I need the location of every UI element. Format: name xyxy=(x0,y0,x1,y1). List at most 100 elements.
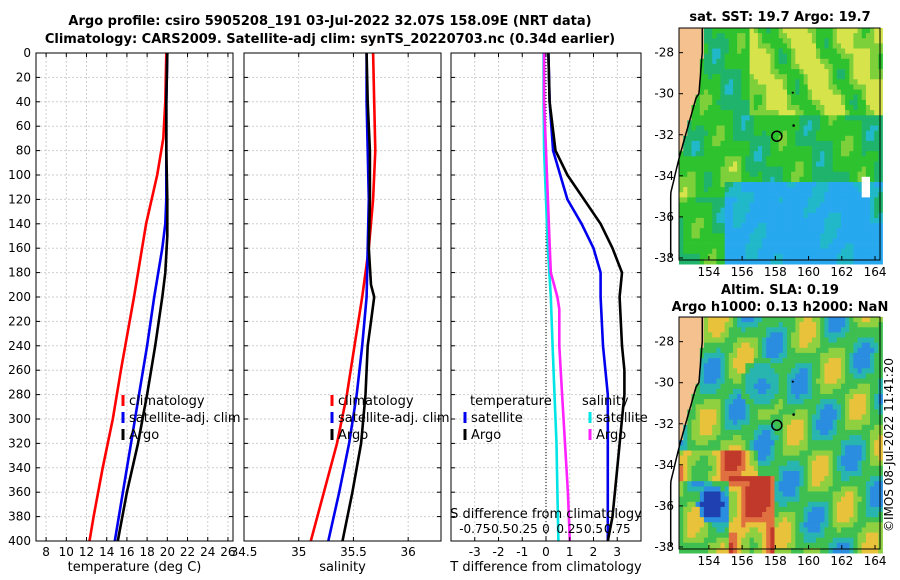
map-cell xyxy=(770,125,775,131)
map-cell xyxy=(803,140,809,147)
map-cell xyxy=(870,140,875,147)
map-cell xyxy=(728,337,734,343)
map-cell xyxy=(878,450,883,456)
map-cell xyxy=(811,156,817,162)
map-cell xyxy=(679,253,684,260)
map-cell xyxy=(762,176,767,183)
map-cell xyxy=(679,322,684,328)
map-cell xyxy=(724,440,730,446)
map-cell xyxy=(687,527,692,533)
map-cell xyxy=(753,238,759,244)
map-cell xyxy=(878,58,883,65)
map-cell xyxy=(803,327,809,333)
map-cell xyxy=(741,33,746,39)
map-cell xyxy=(878,419,883,426)
map-cell xyxy=(753,38,759,44)
map-cell xyxy=(716,135,721,142)
map-cell xyxy=(849,373,854,379)
map-cell xyxy=(824,358,829,364)
map-cell xyxy=(766,120,771,126)
map-cell xyxy=(799,223,804,229)
map-cell xyxy=(824,259,829,265)
map-cell xyxy=(857,532,863,539)
map-cell xyxy=(720,171,726,178)
map-cell xyxy=(745,146,750,152)
map-cell xyxy=(828,207,834,214)
map-cell xyxy=(791,171,796,178)
map-cell xyxy=(853,532,858,539)
map-cell xyxy=(737,110,742,116)
map-cell xyxy=(836,548,842,554)
map-cell xyxy=(770,506,775,513)
map-cell xyxy=(832,383,838,390)
map-cell xyxy=(691,424,697,431)
map-cell xyxy=(708,228,713,234)
map-cell xyxy=(762,217,767,224)
map-cell xyxy=(757,501,763,508)
map-cell xyxy=(757,48,763,54)
map-cell xyxy=(849,358,854,364)
map-cell xyxy=(836,248,842,255)
map-cell xyxy=(720,105,726,111)
map-cell xyxy=(708,419,713,426)
map-cell xyxy=(770,28,775,34)
map-cell xyxy=(820,424,825,431)
map-cell xyxy=(849,243,854,250)
map-cell xyxy=(720,327,726,333)
map-cell xyxy=(845,161,850,167)
map-cell xyxy=(716,53,721,60)
map-cell xyxy=(870,223,875,229)
map-cell xyxy=(824,43,829,49)
map-cell xyxy=(708,79,713,85)
map-cell xyxy=(778,166,784,173)
map-cell xyxy=(841,171,846,178)
map-cell xyxy=(753,512,759,518)
map-cell xyxy=(703,228,709,234)
map-cell xyxy=(878,327,883,333)
map-cell xyxy=(811,171,817,178)
map-cell xyxy=(762,130,767,137)
map-cell xyxy=(712,501,717,508)
map-cell xyxy=(749,161,755,167)
map-cell xyxy=(816,465,821,472)
map-cell xyxy=(816,383,821,390)
map-cell xyxy=(820,105,825,111)
map-cell xyxy=(878,110,883,116)
map-cell xyxy=(695,476,701,482)
map-cell xyxy=(816,28,821,34)
map-cell xyxy=(683,202,688,208)
map-cell xyxy=(712,517,717,523)
map-cell xyxy=(803,358,809,364)
map-cell xyxy=(865,522,871,528)
map-cell xyxy=(683,471,688,477)
map-cell xyxy=(699,476,705,482)
map-cell xyxy=(861,176,867,183)
map-cell xyxy=(762,140,767,147)
map-cell xyxy=(762,491,767,497)
map-cell xyxy=(749,424,755,431)
map-cell xyxy=(791,368,796,374)
map-cell xyxy=(841,476,846,482)
map-cell xyxy=(799,450,804,456)
map-cell xyxy=(733,378,738,385)
map-cell xyxy=(699,182,705,188)
map-cell xyxy=(753,125,759,131)
series-line-climatology xyxy=(88,52,168,542)
map-cell xyxy=(724,187,730,193)
map-cell xyxy=(757,399,763,405)
map-cell xyxy=(787,140,792,147)
map-cell xyxy=(749,79,755,85)
map-cell xyxy=(811,58,817,65)
map-cell xyxy=(753,532,759,539)
map-cell xyxy=(807,125,813,131)
map-cell xyxy=(708,171,713,178)
map-cell xyxy=(874,156,879,162)
map-cell xyxy=(836,424,842,431)
map-cell xyxy=(832,327,838,333)
map-cell xyxy=(699,253,705,260)
map-cell xyxy=(820,440,825,446)
map-cell xyxy=(770,146,775,152)
map-cell xyxy=(870,171,875,178)
map-cell xyxy=(820,337,825,343)
map-cell xyxy=(737,337,742,343)
